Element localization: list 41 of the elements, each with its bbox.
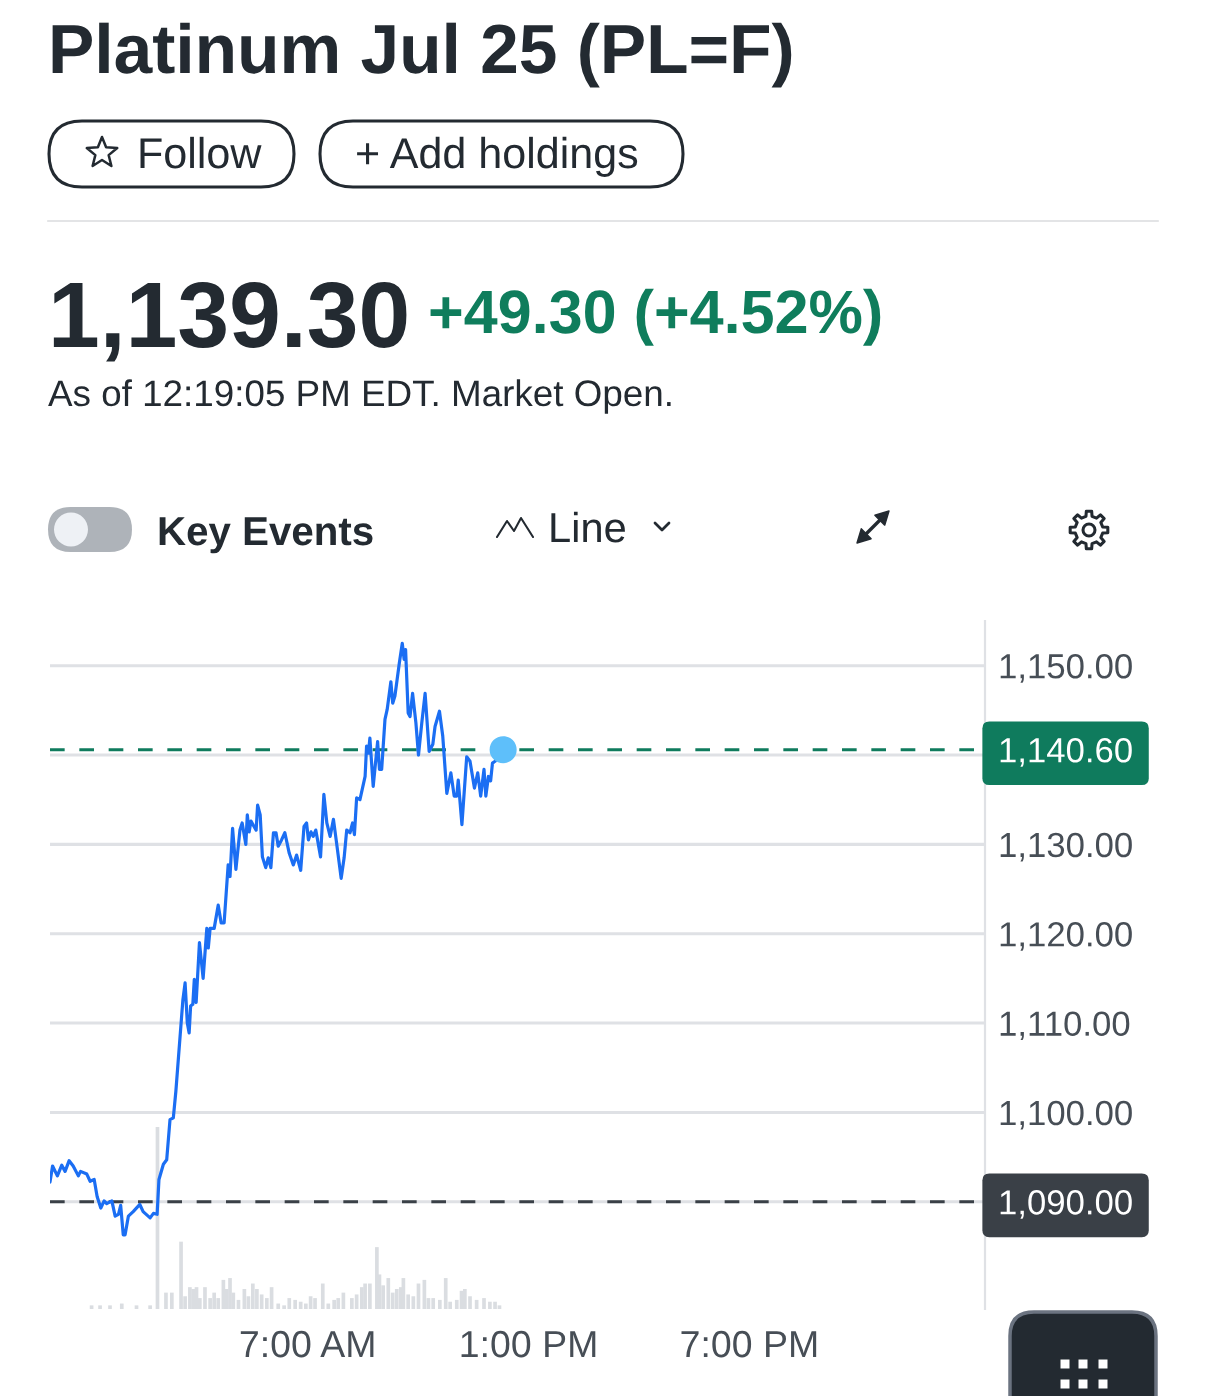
- bar: [108, 1305, 112, 1309]
- bar: [332, 1299, 337, 1309]
- bar: [250, 1283, 255, 1309]
- bar: [443, 1278, 448, 1309]
- bar: [134, 1305, 139, 1309]
- bar: [431, 1298, 436, 1309]
- bar: [276, 1303, 281, 1309]
- bar: [89, 1305, 94, 1309]
- ref-line-label: 1,140.60: [1000, 738, 1132, 767]
- y-tick-label: 1,110.00: [1000, 1011, 1130, 1041]
- text: +49.30 (+4.52%): [430, 288, 881, 346]
- bar: [98, 1305, 102, 1309]
- x-tick-label: 1:00 PM: [461, 1330, 596, 1358]
- bar: [482, 1298, 486, 1309]
- text: 1,139.30: [53, 282, 407, 362]
- bar: [212, 1292, 217, 1309]
- bar: [148, 1305, 152, 1309]
- ref-line-label: 1,090.00: [1000, 1190, 1132, 1219]
- bar: [336, 1298, 341, 1309]
- x-tick-label: 7:00 PM: [681, 1330, 817, 1358]
- y-tick-label: 1,130.00: [1000, 832, 1132, 862]
- bar: [170, 1292, 174, 1309]
- bar: [437, 1299, 442, 1309]
- chart-title: Platinum Jul 25 (PL=F): [52, 22, 792, 88]
- bar: [179, 1241, 183, 1309]
- text: + Add holdings: [357, 136, 638, 177]
- bar: [497, 1305, 502, 1309]
- bar: [350, 1298, 354, 1309]
- bar: [119, 1303, 124, 1309]
- bar: [394, 1288, 399, 1309]
- text: Key Events: [159, 517, 373, 554]
- y-tick-label: 1,150.00: [1000, 654, 1132, 683]
- bar: [164, 1292, 168, 1309]
- text: As of 12:19:05 PM EDT. Market Open.: [48, 379, 671, 414]
- text: Line: [551, 511, 625, 543]
- y-tick-label: 1,120.00: [1000, 922, 1132, 951]
- text: Follow: [140, 136, 262, 169]
- bar: [313, 1298, 317, 1309]
- bar: [228, 1278, 232, 1309]
- x-tick-label: 7:00 AM: [240, 1330, 374, 1358]
- y-tick-label: 1,100.00: [1000, 1100, 1132, 1130]
